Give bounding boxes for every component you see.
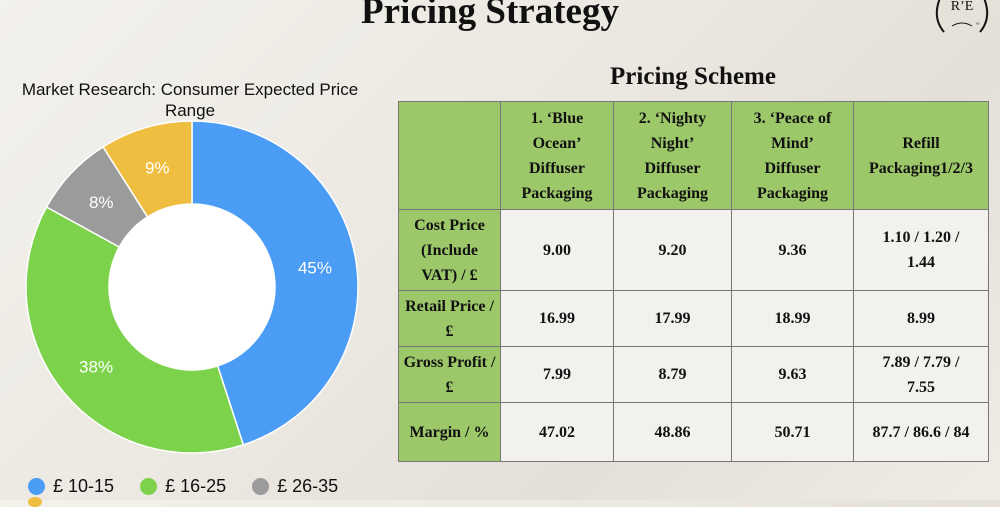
table-cell: 8.79 — [613, 346, 732, 403]
table-cell: 16.99 — [500, 290, 614, 347]
row-label: Retail Price / £ — [398, 290, 501, 347]
brand-logo: R’E ᴿᴱ — [935, 0, 989, 33]
legend-label: £ 16-25 — [165, 476, 227, 496]
table-cell: 17.99 — [613, 290, 732, 347]
table-cell: 50.71 — [731, 402, 854, 462]
legend-label: £ 10-15 — [53, 476, 115, 496]
slice-label: 38% — [79, 357, 113, 376]
legend-swatch — [252, 478, 270, 495]
table-row: Retail Price / £ 16.99 17.99 18.99 8.99 — [398, 290, 989, 347]
row-label: Cost Price (Include VAT) / £ — [398, 209, 501, 291]
chart-legend: £ 10-15 £ 16-25 £ 26-35 — [28, 476, 388, 497]
legend-item: £ 16-25 — [140, 476, 226, 497]
svg-text:R’E: R’E — [951, 0, 974, 14]
table-cell: 9.20 — [613, 209, 732, 291]
legend-swatch — [140, 478, 158, 495]
table-row: Margin / % 47.02 48.86 50.71 87.7 / 86.6… — [398, 402, 989, 462]
table-row: Cost Price (Include VAT) / £ 9.00 9.20 9… — [398, 209, 989, 291]
table-title: Pricing Scheme — [610, 63, 776, 90]
legend-label: £ 26-35 — [277, 476, 339, 496]
legend-swatch-partial — [28, 497, 42, 507]
legend-swatch — [28, 478, 45, 495]
table-cell: 18.99 — [731, 290, 854, 347]
donut-chart: 45% 38% 8% 9% — [0, 118, 380, 468]
table-cell: 7.99 — [500, 346, 614, 403]
table-cell: 47.02 — [500, 402, 614, 462]
table-cell: 8.99 — [853, 290, 989, 347]
pricing-table: 1. ‘Blue Ocean’ Diffuser Packaging 2. ‘N… — [398, 101, 989, 462]
table-row: Gross Profit / £ 7.99 8.79 9.63 7.89 / 7… — [398, 346, 989, 403]
table-cell: 9.36 — [731, 209, 854, 291]
table-header-cell: 3. ‘Peace of Mind’ Diffuser Packaging — [731, 101, 854, 210]
legend-item: £ 26-35 — [252, 476, 338, 497]
table-header-cell: 2. ‘Nighty Night’ Diffuser Packaging — [613, 101, 732, 210]
table-header-row: 1. ‘Blue Ocean’ Diffuser Packaging 2. ‘N… — [398, 101, 989, 210]
slice-label: 8% — [89, 193, 114, 212]
slice-label: 45% — [298, 259, 332, 278]
row-label: Gross Profit / £ — [398, 346, 501, 403]
chart-title: Market Research: Consumer Expected Price… — [21, 80, 359, 120]
table-header-cell — [398, 101, 501, 210]
table-header-cell: 1. ‘Blue Ocean’ Diffuser Packaging — [500, 101, 614, 210]
legend-item: £ 10-15 — [28, 476, 114, 497]
page-title: Pricing Strategy — [361, 0, 619, 32]
table-cell: 9.00 — [500, 209, 614, 291]
table-cell: 48.86 — [613, 402, 732, 462]
table-cell: 7.89 / 7.79 / 7.55 — [853, 346, 989, 403]
table-header-cell: Refill Packaging1/2/3 — [853, 101, 989, 210]
donut-hole — [109, 204, 275, 370]
slice-label: 9% — [145, 158, 170, 177]
row-label: Margin / % — [398, 402, 501, 462]
table-cell: 9.63 — [731, 346, 854, 403]
table-cell: 1.10 / 1.20 / 1.44 — [853, 209, 989, 291]
table-cell: 87.7 / 86.6 / 84 — [853, 402, 989, 462]
svg-text:ᴿᴱ: ᴿᴱ — [976, 22, 980, 28]
